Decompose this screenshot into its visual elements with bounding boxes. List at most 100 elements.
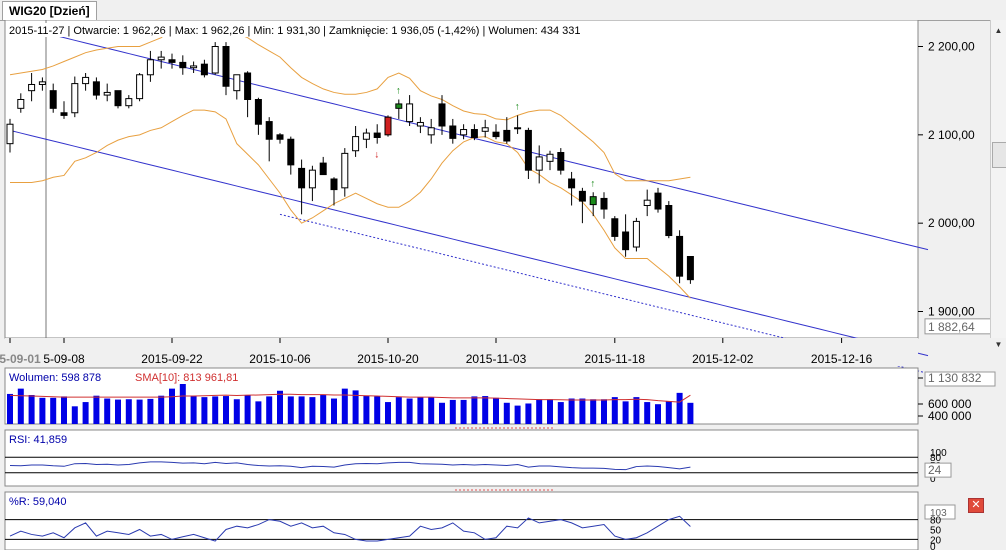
volume-bar	[514, 405, 521, 424]
volume-bar	[158, 395, 165, 424]
buy-signal-icon: ↑	[396, 86, 401, 97]
price-axis-label: 1 900,00	[928, 305, 975, 319]
candle	[71, 83, 79, 114]
candle	[503, 129, 511, 142]
volume-bar	[93, 395, 100, 424]
volume-bar	[331, 398, 337, 424]
volume-bar	[493, 397, 499, 424]
volume-bar	[557, 402, 564, 424]
candle	[578, 190, 586, 202]
volume-axis-label: 1 130 832	[928, 371, 982, 385]
volume-sma-line	[9, 393, 691, 403]
candle	[438, 103, 446, 127]
volume-bar	[352, 390, 359, 424]
tab-wig20[interactable]: WIG20 [Dzień]	[2, 1, 97, 20]
candle	[190, 65, 198, 69]
candle	[114, 90, 122, 107]
candle	[276, 134, 284, 140]
candle	[49, 90, 57, 109]
volume-bar	[503, 402, 510, 424]
wr-axis-label: 0	[930, 542, 936, 550]
volume-bar	[449, 399, 456, 424]
volume-bar	[223, 396, 229, 424]
wr-axis-label: 20	[930, 535, 942, 546]
volume-bar	[115, 399, 121, 424]
candle	[168, 59, 176, 63]
volume-bar	[7, 393, 13, 424]
candle	[179, 61, 187, 69]
sell-signal-icon: ↓	[374, 150, 379, 161]
volume-bar	[61, 396, 67, 424]
volume-bar	[39, 397, 46, 424]
volume-bar	[28, 394, 35, 424]
volume-bar	[298, 396, 305, 424]
volume-bar	[266, 396, 273, 424]
candle	[254, 99, 262, 125]
date-axis-label: 2015-09-01	[0, 352, 41, 366]
wr-axis-label: 80	[930, 516, 942, 527]
wr-panel	[4, 491, 919, 550]
volume-bar	[536, 399, 543, 424]
scroll-up-icon[interactable]: ▲	[994, 26, 1003, 35]
volume-label: Wolumen: 598 878	[9, 372, 101, 384]
rsi-current-box	[924, 462, 952, 478]
volume-bar	[309, 397, 316, 424]
info-line-bg	[6, 23, 601, 37]
tab-bar: WIG20 [Dzień]	[0, 0, 1006, 21]
volume-bar	[82, 402, 89, 424]
scroll-down-icon[interactable]: ▼	[994, 340, 1003, 349]
candle	[384, 116, 392, 136]
candle	[449, 125, 457, 139]
rsi-line	[9, 461, 691, 471]
candle	[222, 46, 230, 87]
info-line: 2015-11-27 | Otwarcie: 1 962,26 | Max: 1…	[9, 25, 581, 37]
candle	[427, 127, 435, 136]
candle	[557, 152, 565, 171]
volume-bar	[363, 395, 370, 424]
candle	[514, 127, 522, 130]
candle	[103, 91, 111, 96]
candle	[38, 81, 46, 85]
date-axis-label: 2015-12-02	[692, 352, 754, 366]
wr-label: %R: 59,040	[9, 496, 66, 508]
volume-bar	[277, 390, 283, 424]
candle	[470, 129, 478, 138]
volume-bar	[255, 401, 262, 424]
volume-bar	[428, 397, 435, 424]
channel-lower-line	[9, 129, 929, 357]
volume-bar	[320, 394, 327, 424]
wr-line	[9, 515, 691, 542]
candle	[589, 196, 597, 206]
scroll-thumb[interactable]	[992, 142, 1006, 168]
volume-bar	[17, 388, 24, 424]
close-panel-icon[interactable]: ✕	[968, 498, 984, 513]
volume-bar	[547, 399, 553, 424]
candle	[481, 127, 489, 132]
candle	[352, 136, 360, 152]
candle	[654, 192, 662, 210]
candle	[406, 103, 414, 123]
candle	[28, 83, 36, 92]
volume-bar	[179, 384, 186, 424]
chart-area[interactable]: 2 200,00 2 100,00 2 000,00 1 900,001 882,64…	[0, 20, 1006, 550]
candle	[546, 153, 554, 162]
volume-bar	[147, 398, 154, 424]
wr-axis-label: 103	[930, 508, 947, 519]
bollinger-upper-line	[9, 23, 691, 182]
candle	[244, 72, 252, 100]
rsi-axis-label: 80	[930, 453, 942, 464]
candle	[82, 76, 90, 85]
volume-bar	[665, 401, 672, 424]
candle	[125, 98, 133, 107]
price-scrollbar[interactable]	[990, 20, 1006, 338]
volume-bar	[568, 398, 575, 424]
rsi-current-label: 24	[928, 463, 942, 477]
candle	[265, 121, 273, 140]
volume-bar	[406, 398, 413, 424]
buy-signal-icon: ↑	[590, 178, 595, 189]
candle	[200, 63, 208, 76]
volume-bar	[287, 396, 294, 424]
candle	[492, 131, 500, 138]
volume-bar	[104, 398, 111, 424]
candle	[17, 99, 25, 109]
